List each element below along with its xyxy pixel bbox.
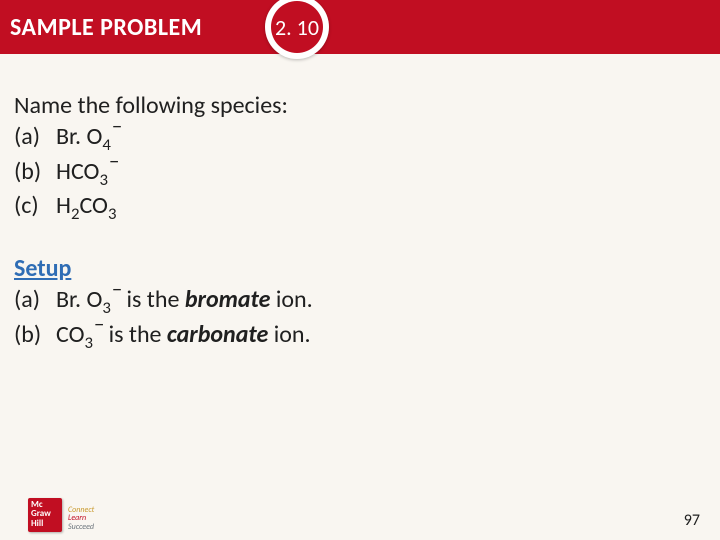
- setup-text: CO3− is the carbonate ion.: [56, 319, 311, 354]
- setup-heading: Setup: [14, 254, 71, 283]
- item-label: (b): [14, 156, 48, 191]
- setup-block: Setup (a) Br. O3− is the bromate ion. (b…: [14, 253, 706, 353]
- setup-item-a: (a) Br. O3− is the bromate ion.: [14, 284, 706, 319]
- slide-footer: Mc Graw Hill Connect Learn Succeed 97: [0, 488, 720, 532]
- badge-inner-circle: 2. 10: [271, 1, 323, 53]
- item-label: (a): [14, 121, 48, 156]
- publisher-tagline: Connect Learn Succeed: [68, 506, 94, 532]
- tagline-succeed: Succeed: [68, 523, 94, 532]
- item-label: (c): [14, 190, 48, 225]
- prompt-item-c: (c) H2CO3: [14, 190, 706, 225]
- header-bar: SAMPLE PROBLEM 2. 10: [0, 0, 720, 54]
- slide-content: Name the following species: (a) Br. O4− …: [0, 54, 720, 354]
- prompt-item-b: (b) HCO3−: [14, 156, 706, 191]
- setup-item-b: (b) CO3− is the carbonate ion.: [14, 319, 706, 354]
- header-title: SAMPLE PROBLEM: [0, 13, 202, 42]
- item-label: (b): [14, 319, 48, 354]
- mcgraw-hill-icon: Mc Graw Hill: [28, 498, 62, 532]
- prompt-block: Name the following species: (a) Br. O4− …: [14, 90, 706, 225]
- publisher-logo: Mc Graw Hill Connect Learn Succeed: [28, 498, 94, 532]
- item-label: (a): [14, 284, 48, 319]
- badge-number: 2. 10: [275, 14, 319, 41]
- problem-number-badge: 2. 10: [265, 0, 329, 59]
- chem-formula: HCO3−: [56, 156, 118, 191]
- page-number: 97: [684, 511, 700, 530]
- chem-formula: H2CO3: [56, 190, 116, 225]
